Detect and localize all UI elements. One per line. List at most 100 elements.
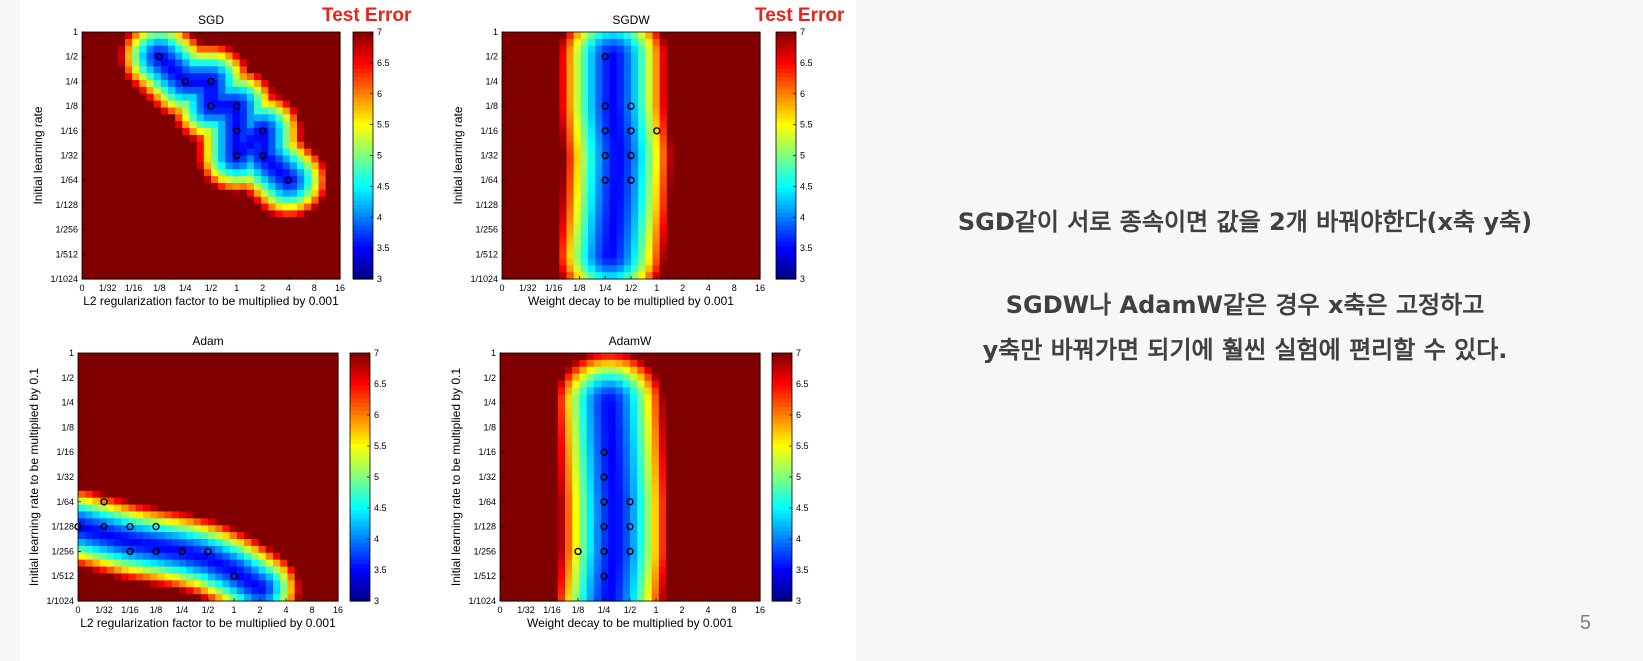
heat-cell — [557, 532, 566, 540]
heat-cell — [323, 394, 332, 402]
heat-cell — [203, 148, 212, 157]
heat-cell — [128, 511, 137, 519]
heat-cell — [289, 196, 298, 205]
heat-cell — [114, 394, 122, 402]
heat-cell — [530, 244, 539, 253]
heat-cell — [153, 210, 162, 218]
heat-cell — [211, 169, 219, 177]
heat-cell — [89, 244, 97, 253]
heat-cell — [638, 251, 646, 260]
heat-cell — [609, 86, 618, 95]
heat-cell — [528, 518, 537, 526]
heat-cell — [287, 380, 296, 389]
heat-cell — [638, 148, 646, 157]
heat-cell — [516, 93, 525, 102]
heat-cell — [609, 162, 618, 170]
heat-cell — [521, 353, 530, 361]
heat-cell — [309, 401, 317, 409]
heat-cell — [738, 134, 747, 143]
heat-cell — [502, 52, 510, 61]
heat-cell — [695, 237, 704, 246]
heat-cell — [236, 497, 245, 506]
heat-cell — [168, 244, 176, 253]
heat-cell — [254, 107, 262, 115]
heat-cell — [186, 442, 195, 451]
heat-cell — [738, 237, 747, 246]
heat-cell — [168, 45, 176, 54]
x-tick-label: 8 — [732, 283, 737, 293]
best-setting-marker — [100, 498, 108, 506]
heat-cell — [251, 394, 260, 402]
heat-cell — [580, 73, 589, 81]
heat-cell — [593, 428, 602, 437]
heat-cell — [208, 573, 216, 581]
heat-cell — [99, 532, 108, 540]
heat-cell — [258, 566, 267, 575]
heat-cell — [622, 442, 631, 451]
heat-cell — [301, 442, 310, 451]
heat-cell — [265, 401, 274, 409]
heat-cell — [218, 182, 226, 191]
heat-cell — [189, 217, 198, 225]
heat-cell — [125, 52, 133, 61]
heat-cell — [674, 155, 682, 163]
heat-cell — [579, 415, 588, 423]
heat-cell — [528, 490, 537, 499]
heat-cell — [82, 265, 90, 273]
heat-cell — [143, 525, 151, 533]
heat-cell — [595, 107, 603, 115]
colorbar-band — [350, 555, 370, 561]
heat-cell — [218, 258, 226, 266]
heat-cell — [330, 552, 339, 561]
heat-cell — [507, 366, 516, 375]
heat-cell — [294, 594, 303, 602]
heat-cell — [128, 532, 137, 540]
heat-cell — [645, 114, 654, 122]
heat-cell — [114, 415, 122, 423]
heat-cell — [586, 463, 595, 471]
heat-cell — [304, 244, 312, 253]
heat-cell — [168, 80, 176, 88]
heat-cell — [304, 134, 312, 143]
heat-cell — [186, 353, 195, 361]
heat-cell — [724, 45, 732, 54]
y-tick-label: 1/4 — [61, 398, 74, 408]
heat-cell — [702, 189, 711, 198]
heat-cell — [681, 189, 689, 198]
heat-cell — [323, 401, 332, 409]
heat-cell — [85, 518, 94, 526]
heat-cell — [323, 408, 332, 416]
x-tick-label: 8 — [312, 283, 317, 293]
heat-cell — [268, 272, 277, 280]
heat-cell — [602, 93, 611, 102]
heat-cell — [537, 203, 546, 211]
heat-cell — [222, 559, 231, 568]
heat-cell — [261, 203, 269, 211]
heat-cell — [745, 45, 754, 54]
y-tick-label: 1/256 — [475, 225, 498, 235]
heat-cell — [78, 408, 86, 416]
heat-cell — [200, 366, 209, 375]
heat-cell — [630, 421, 638, 430]
heat-cell — [92, 366, 101, 375]
heat-cell — [530, 107, 539, 115]
heat-cell — [623, 52, 632, 61]
heat-cell — [164, 353, 173, 361]
heat-cell — [121, 559, 130, 568]
heat-cell — [203, 121, 212, 129]
heat-cell — [110, 251, 119, 260]
heat-cell — [609, 52, 618, 61]
heat-cell — [121, 387, 130, 395]
heat-cell — [674, 244, 682, 253]
heat-cell — [550, 463, 559, 471]
heat-cell — [78, 566, 86, 575]
heat-cell — [330, 428, 339, 437]
heat-cell — [717, 162, 725, 170]
heat-cell — [323, 463, 332, 471]
heat-cell — [325, 148, 334, 157]
heat-cell — [595, 237, 603, 246]
heat-cell — [623, 100, 632, 109]
heat-cell — [125, 32, 133, 40]
heat-cell — [717, 121, 725, 129]
heat-cell — [287, 559, 296, 568]
